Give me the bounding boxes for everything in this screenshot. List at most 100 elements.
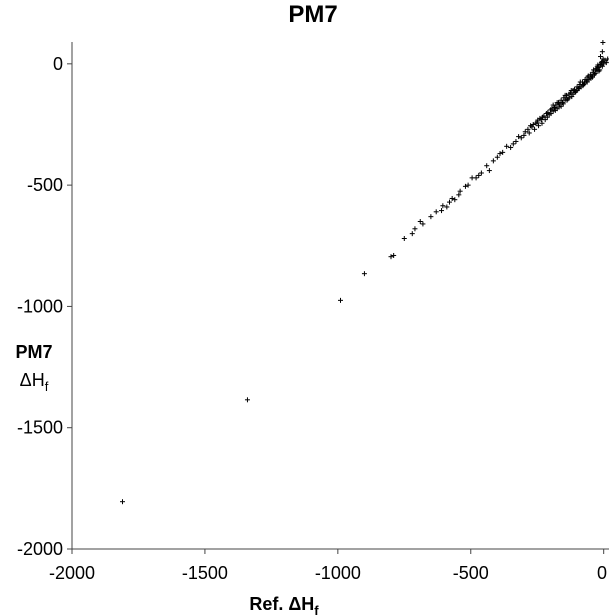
data-point: [516, 134, 522, 140]
data-point: [518, 135, 524, 141]
data-point: [497, 151, 503, 157]
data-point: [584, 79, 590, 85]
data-point: [420, 221, 426, 227]
data-point: [539, 120, 545, 126]
data-point: [528, 123, 534, 129]
data-point: [592, 71, 598, 77]
data-point: [440, 203, 446, 209]
data-point: [456, 192, 462, 198]
data-point: [536, 123, 542, 129]
data-point: [433, 209, 439, 215]
x-ticks: -2000 -1500 -1000 -500 0: [49, 549, 607, 583]
data-point: [580, 83, 586, 89]
data-point: [556, 104, 562, 110]
data-point: [596, 68, 602, 74]
data-point: [525, 126, 531, 132]
data-point: [391, 252, 397, 258]
data-point: [599, 58, 605, 64]
data-point: [535, 117, 541, 123]
y-axis-title: PM7 ΔHf: [15, 342, 52, 394]
data-point: [490, 158, 496, 164]
data-point: [513, 138, 519, 144]
data-point: [494, 154, 500, 160]
data-point: [409, 231, 415, 237]
data-point: [599, 49, 605, 55]
data-point: [605, 56, 609, 62]
data-point: [388, 254, 394, 260]
y-tick-label: 0: [53, 54, 63, 74]
data-point: [588, 75, 594, 81]
y-tick-label: -2000: [17, 539, 63, 559]
data-point: [562, 92, 568, 98]
data-point: [560, 101, 566, 107]
data-point: [457, 188, 463, 194]
data-point: [120, 499, 126, 505]
data-point: [567, 90, 573, 96]
y-tick-label: -1500: [17, 418, 63, 438]
data-point: [500, 149, 506, 155]
y-tick-label: -1000: [17, 296, 63, 316]
data-point: [449, 195, 455, 201]
data-point: [401, 235, 407, 241]
data-point: [428, 214, 434, 220]
data-point: [521, 132, 527, 138]
data-point: [576, 86, 582, 92]
data-point: [532, 126, 538, 132]
x-tick-label: 0: [597, 563, 607, 583]
y-axis-title-line2: ΔHf: [20, 370, 49, 394]
chart-title: PM7: [288, 1, 337, 28]
data-point: [603, 60, 609, 66]
data-point: [594, 64, 600, 70]
data-point: [244, 397, 250, 403]
y-tick-label: -500: [27, 175, 63, 195]
x-axis-title-main: Ref. ΔH: [249, 594, 314, 614]
data-points: [120, 39, 609, 505]
data-point: [544, 114, 550, 120]
data-point: [577, 79, 583, 85]
data-point: [504, 143, 510, 149]
y-axis-title-main: ΔH: [20, 370, 45, 390]
y-axis-title-subscript: f: [45, 379, 49, 394]
data-point: [484, 163, 490, 169]
data-point: [600, 56, 606, 62]
x-tick-label: -2000: [49, 563, 95, 583]
data-point: [417, 219, 423, 225]
x-tick-label: -1500: [182, 563, 228, 583]
data-point: [446, 199, 452, 205]
data-point: [597, 61, 603, 67]
data-point: [568, 88, 574, 94]
data-point: [452, 197, 458, 203]
data-point: [585, 73, 591, 79]
y-ticks: 0 -500 -1000 -1500 -2000: [17, 54, 72, 559]
data-point: [508, 145, 514, 151]
data-point: [552, 107, 558, 113]
data-point: [597, 54, 603, 60]
data-point: [412, 226, 418, 232]
data-point: [361, 271, 367, 277]
data-point: [462, 183, 468, 189]
data-point: [473, 175, 479, 181]
data-point: [476, 172, 482, 178]
data-point: [530, 121, 536, 127]
data-point: [465, 182, 471, 188]
data-point: [522, 129, 528, 135]
data-point: [554, 100, 560, 106]
data-point: [439, 208, 445, 214]
data-point: [591, 67, 597, 73]
x-axis-title-subscript: f: [314, 603, 319, 616]
data-point: [510, 141, 516, 147]
x-tick-label: -500: [453, 563, 489, 583]
data-point: [338, 297, 343, 303]
data-point: [478, 170, 484, 176]
data-point: [486, 168, 492, 174]
data-point: [548, 111, 554, 117]
data-point: [600, 39, 606, 45]
x-tick-label: -1000: [315, 563, 361, 583]
data-point: [541, 113, 547, 119]
data-point: [526, 130, 532, 136]
y-axis-title-line1: PM7: [15, 342, 52, 362]
data-point: [444, 204, 450, 210]
x-axis-title: Ref. ΔHf: [249, 594, 319, 616]
data-point: [550, 102, 556, 108]
